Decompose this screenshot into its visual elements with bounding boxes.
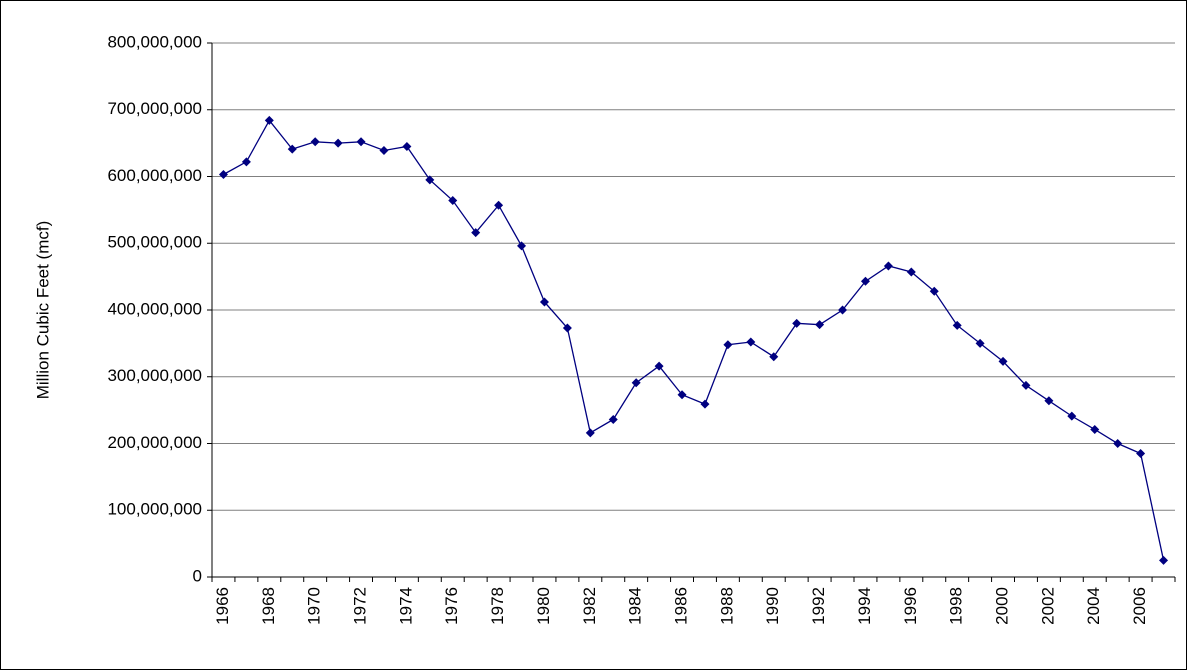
point-marker (218, 169, 228, 179)
point-marker (1044, 396, 1054, 406)
point-marker (402, 141, 412, 151)
y-tick-label: 800,000,000 (107, 32, 202, 51)
point-marker (448, 196, 458, 206)
x-tick-label: 2000 (993, 587, 1012, 625)
x-tick-label: 1986 (672, 587, 691, 625)
x-tick-label: 1974 (396, 587, 415, 625)
series-line (223, 119, 1165, 561)
point-marker (929, 286, 939, 296)
point-marker (608, 414, 618, 424)
point-marker (585, 428, 595, 438)
x-tick-label: 1994 (855, 587, 874, 625)
x-tick-label: 2006 (1130, 587, 1149, 625)
point-marker (746, 337, 756, 347)
y-axis-label: Million Cubic Feet (mcf) (33, 221, 52, 400)
point-marker (1159, 555, 1169, 565)
point-marker (677, 390, 687, 400)
point-marker (631, 378, 641, 388)
point-marker (998, 356, 1008, 366)
x-tick-label: 1982 (580, 587, 599, 625)
x-tick-label: 1988 (717, 587, 736, 625)
x-tick-label: 1970 (305, 587, 324, 625)
x-tick-label: 1984 (626, 587, 645, 625)
y-tick-label: 600,000,000 (107, 166, 202, 185)
point-marker (723, 340, 733, 350)
y-tick-label: 400,000,000 (107, 299, 202, 318)
x-tick-label: 1968 (259, 587, 278, 625)
point-marker (906, 267, 916, 277)
point-marker (654, 361, 664, 371)
point-marker (860, 276, 870, 286)
y-tick-label: 500,000,000 (107, 233, 202, 252)
x-tick-label: 1980 (534, 587, 553, 625)
y-tick-label: 0 (193, 566, 202, 585)
point-marker (425, 175, 435, 185)
point-marker (310, 137, 320, 147)
point-marker (333, 138, 343, 148)
point-marker (975, 338, 985, 348)
point-marker (241, 157, 251, 167)
y-tick-label: 100,000,000 (107, 500, 202, 519)
point-marker (539, 297, 549, 307)
point-marker (1136, 449, 1146, 459)
point-marker (517, 241, 527, 251)
point-marker (883, 261, 893, 271)
point-marker (952, 320, 962, 330)
point-marker (769, 352, 779, 362)
x-tick-label: 1978 (488, 587, 507, 625)
point-marker (379, 145, 389, 155)
point-marker (1021, 380, 1031, 390)
point-marker (1090, 424, 1100, 434)
x-tick-label: 1996 (901, 587, 920, 625)
x-tick-label: 1990 (763, 587, 782, 625)
point-marker (700, 399, 710, 409)
point-marker (287, 144, 297, 154)
x-tick-label: 2002 (1038, 587, 1057, 625)
point-marker (815, 320, 825, 330)
y-tick-label: 700,000,000 (107, 99, 202, 118)
x-tick-label: 2004 (1084, 587, 1103, 625)
x-tick-label: 1992 (809, 587, 828, 625)
point-marker (356, 137, 366, 147)
y-tick-label: 200,000,000 (107, 433, 202, 452)
x-tick-label: 1972 (351, 587, 370, 625)
point-marker (792, 318, 802, 328)
point-marker (838, 305, 848, 315)
x-tick-label: 1976 (442, 587, 461, 625)
point-marker (264, 115, 274, 125)
point-marker (1067, 411, 1077, 421)
point-marker (562, 323, 572, 333)
x-tick-label: 1998 (947, 587, 966, 625)
point-marker (1113, 439, 1123, 448)
point-marker (471, 228, 481, 238)
x-tick-label: 1966 (213, 587, 232, 625)
point-marker (494, 200, 504, 210)
y-tick-label: 300,000,000 (107, 366, 202, 385)
